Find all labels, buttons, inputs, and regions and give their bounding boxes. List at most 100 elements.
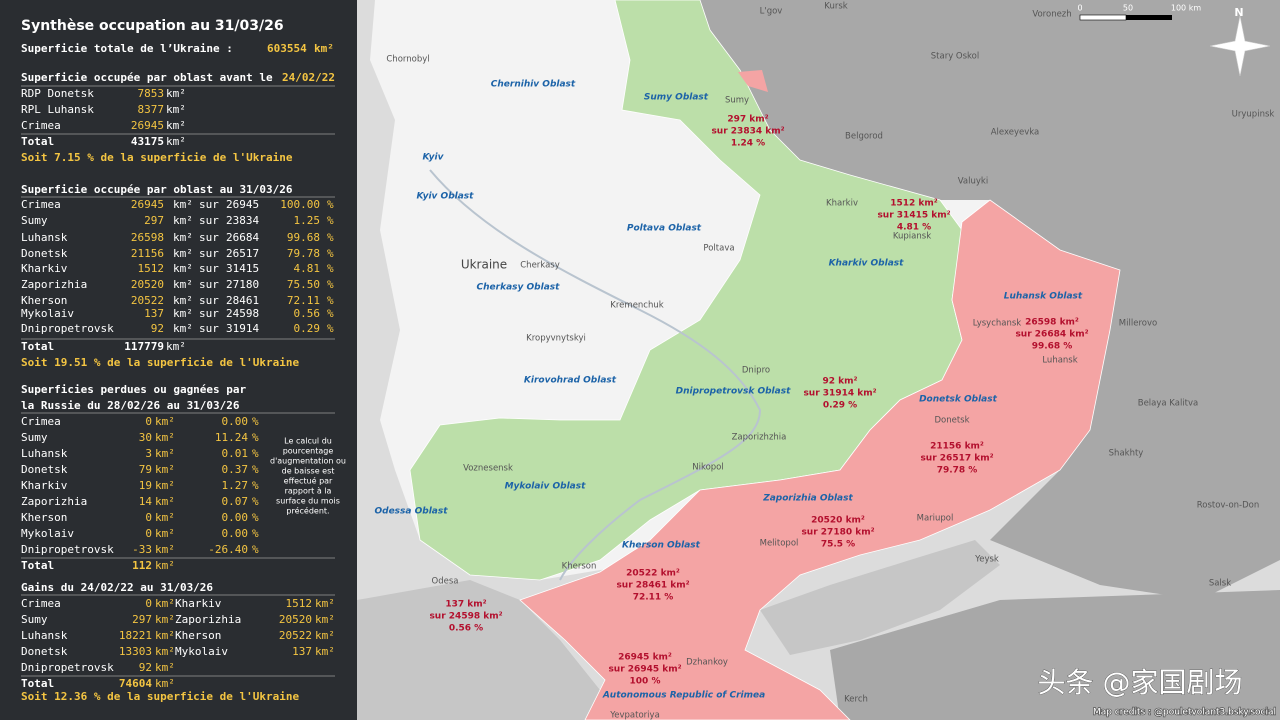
total-value: 117779 <box>124 340 164 353</box>
city-label: Kropyvnytskyi <box>526 334 586 344</box>
total-value: 43175 <box>131 135 164 148</box>
city-label: Odesa <box>432 577 459 587</box>
row-name: Kharkiv <box>21 479 68 492</box>
unit: km² <box>315 629 335 642</box>
oblast-label: Autonomous Republic of Crimea <box>602 691 765 701</box>
row-name: Kherson <box>175 629 221 642</box>
row-name: Mykolaiv <box>175 645 228 658</box>
city-label: Stary Oskol <box>931 52 979 62</box>
scale-segment <box>1126 15 1172 20</box>
occupied-sumy <box>738 70 768 92</box>
row-value: -33 <box>132 543 152 556</box>
section-heading: Superficie occupée par oblast avant le <box>21 71 273 84</box>
row-value: 3 <box>145 447 152 460</box>
total-value: 112 <box>132 559 152 572</box>
city-label: L'gov <box>760 7 783 17</box>
region-stat: 0.56 % <box>449 624 483 634</box>
row-value: 0 <box>145 597 152 610</box>
row-name: Donetsk <box>21 463 68 476</box>
azov-sea <box>760 540 1000 655</box>
row-name: Luhansk <box>21 231 68 244</box>
region-stat: sur 26945 km² <box>608 665 681 675</box>
unit: km² <box>314 42 334 55</box>
sur: sur <box>199 322 219 335</box>
north-arrow <box>1209 15 1271 77</box>
row-name: Kharkiv <box>175 597 222 610</box>
unit: km² <box>173 278 193 291</box>
region-stat: 137 km² <box>445 600 486 610</box>
row-percent: 0.00 <box>222 415 249 428</box>
region-stat: 99.68 % <box>1032 342 1073 352</box>
row-value: 1512 <box>286 597 313 610</box>
row-percent: 0.01 <box>222 447 249 460</box>
city-label: Millerovo <box>1119 319 1157 329</box>
city-label: Zaporizhzhia <box>732 433 787 443</box>
percent: % <box>252 495 259 508</box>
percent: % <box>252 447 259 460</box>
dnipro-river <box>429 169 762 581</box>
percent: % <box>252 543 259 556</box>
unit: km² <box>166 340 186 353</box>
city-label: Cherkasy <box>520 261 560 271</box>
row-total: 28461 <box>226 294 259 307</box>
oblast-label: Cherkasy Oblast <box>477 283 561 293</box>
city-label: Poltava <box>703 244 734 254</box>
sur: sur <box>199 198 219 211</box>
unit: km² <box>166 135 186 148</box>
note: d'augmentation ou <box>270 457 346 466</box>
unit: km² <box>166 119 186 132</box>
oblast-label: Mykolaiv Oblast <box>505 482 587 492</box>
region-stat: 21156 km² <box>930 442 984 452</box>
row-name: Kherson <box>21 511 67 524</box>
unit: km² <box>155 629 175 642</box>
oblast-label: Luhansk Oblast <box>1004 292 1083 302</box>
row-name: Sumy <box>21 431 48 444</box>
note: surface du mois <box>276 497 340 506</box>
oblast-label: Poltava Oblast <box>627 224 702 234</box>
row-total: 23834 <box>226 214 259 227</box>
sur: sur <box>199 294 219 307</box>
unit: km² <box>155 495 175 508</box>
row-total: 27180 <box>226 278 259 291</box>
row-value: 297 <box>144 214 164 227</box>
sur: sur <box>199 231 219 244</box>
row-percent: 0.07 <box>222 495 249 508</box>
row-percent: 99.68 <box>287 231 320 244</box>
city-label: Sumy <box>725 96 749 106</box>
sur: sur <box>199 262 219 275</box>
city-label: Voronezh <box>1032 10 1071 20</box>
row-name: Dnipropetrovsk <box>21 543 114 556</box>
row-total: 26945 <box>226 198 259 211</box>
oblast-label: Sumy Oblast <box>644 93 709 103</box>
row-value: 0 <box>145 511 152 524</box>
map-labels: Chernihiv Oblast Sumy Oblast Kyiv Oblast Po… <box>374 2 1276 720</box>
row-total: 26517 <box>226 247 259 260</box>
row-value: 1512 <box>138 262 165 275</box>
percent: % <box>327 231 334 244</box>
city-label: Alexeyevka <box>991 128 1040 138</box>
row-value: 0 <box>145 527 152 540</box>
city-label: Luhansk <box>1042 356 1077 366</box>
row-name: Dnipropetrovsk <box>21 661 114 674</box>
total-label: Total <box>21 677 54 690</box>
city-label: Shakhty <box>1109 449 1144 459</box>
row-value: 26945 <box>131 198 164 211</box>
unit: km² <box>166 87 186 100</box>
row-name: RDP Donetsk <box>21 87 94 100</box>
region-stat: 20520 km² <box>811 516 865 526</box>
row-value: 92 <box>151 322 164 335</box>
city-label: Lysychansk <box>973 319 1022 329</box>
oblast-label: Odessa Oblast <box>374 507 448 517</box>
map: Chernihiv Oblast Sumy Oblast Kyiv Oblast Po… <box>357 0 1280 720</box>
region-stat: 75.5 % <box>821 540 855 550</box>
row-total: 24598 <box>226 307 259 320</box>
unit: km² <box>315 613 335 626</box>
region-stat: 1512 km² <box>890 199 938 209</box>
oblast-label: Kyiv <box>423 153 445 163</box>
row-percent: 79.78 <box>287 247 320 260</box>
unit: km² <box>173 262 193 275</box>
city-label: Uryupinsk <box>1232 110 1275 120</box>
